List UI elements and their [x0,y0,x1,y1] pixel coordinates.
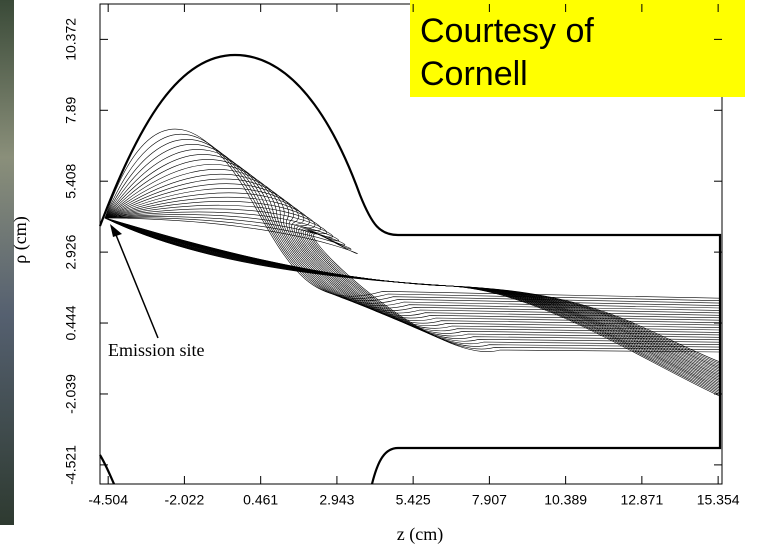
trajectory [104,192,721,331]
credit-line: Courtesy of [420,12,594,50]
trajectory [104,205,721,338]
x-tick-label: -2.022 [165,492,205,508]
credit-line: Cornell [420,55,528,93]
trajectory [104,217,721,397]
y-tick-label: 0.444 [63,305,79,340]
trajectory [104,154,721,311]
trajectory [104,138,721,304]
x-tick-label: 12.871 [620,492,663,508]
trajectory [104,217,721,353]
cavity-wall [98,53,722,485]
y-tick-label: 10.372 [63,18,79,61]
y-tick-label: 5.408 [63,163,79,198]
trajectory [104,164,721,316]
annotation-arrow [113,229,159,339]
x-tick-label: 2.943 [319,492,354,508]
x-tick-label: 0.461 [243,492,278,508]
trajectories [104,128,721,397]
trajectory [104,208,721,341]
trajectory [104,144,721,306]
y-axis-label: ρ (cm) [10,216,31,263]
photo-strip [0,0,14,525]
x-tick-label: -4.504 [88,492,128,508]
x-tick-label: 7.907 [472,492,507,508]
trajectory [104,149,721,309]
credit-box [410,0,745,97]
trajectory [104,159,721,314]
trajectory [104,216,721,348]
y-tick-label: -2.039 [63,374,79,414]
x-tick-label: 15.354 [697,492,740,508]
x-tick-label: 5.425 [396,492,431,508]
arrow-head [110,224,122,237]
x-tick-label: 10.389 [544,492,587,508]
y-tick-label: -4.521 [63,445,79,485]
y-tick-label: 7.89 [63,96,79,123]
trajectory [104,217,721,386]
annotation: Emission site [108,340,205,360]
x-axis-label: z (cm) [397,524,443,545]
y-tick-label: 2.926 [63,234,79,269]
